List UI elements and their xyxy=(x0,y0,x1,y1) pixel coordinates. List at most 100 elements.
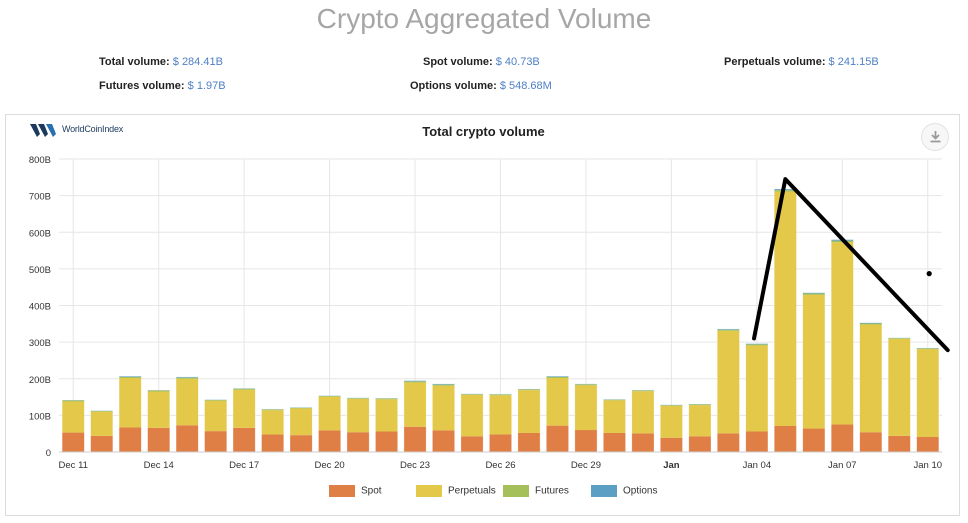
bar-segment-futures xyxy=(346,398,370,399)
y-tick-label: 0 xyxy=(46,448,51,459)
logo-mark-icon xyxy=(30,124,56,137)
bar-segment-perpetuals xyxy=(546,378,569,426)
bar-stack xyxy=(403,380,427,453)
download-icon xyxy=(930,131,941,143)
bar-segment-perpetuals xyxy=(631,391,655,434)
bar-segment-spot xyxy=(916,436,939,452)
bar-segment-spot xyxy=(859,432,882,452)
bar-segment-futures xyxy=(403,381,427,383)
bar-segment-perpetuals xyxy=(204,400,227,432)
bar-segment-spot xyxy=(831,424,854,452)
bar-stack xyxy=(318,395,342,453)
bar-segment-futures xyxy=(717,329,740,331)
bar-segment-perpetuals xyxy=(176,378,199,426)
bar-stack xyxy=(175,376,199,453)
bar-segment-spot xyxy=(631,433,655,452)
bar-stack xyxy=(603,398,626,453)
bar-segment-spot xyxy=(375,431,398,452)
bar-segment-futures xyxy=(119,376,142,379)
bar-segment-options xyxy=(745,343,768,345)
bar-segment-perpetuals xyxy=(290,408,313,436)
bar-segment-spot xyxy=(318,430,341,452)
annotation-dot xyxy=(926,271,932,277)
bar-segment-futures xyxy=(603,399,626,401)
stat-futures-volume: Futures volume: $ 1.97B xyxy=(99,80,226,92)
volume-chart: 0 100B 200B 300B 400B 500B 600B 700B 800B Dec 11 D… xyxy=(29,155,950,471)
y-tick-label: 800B xyxy=(29,155,51,166)
bar-segment-options xyxy=(403,380,427,382)
bar-segment-options xyxy=(432,383,455,385)
bar-segment-spot xyxy=(888,435,911,452)
x-tick-label: Dec 23 xyxy=(400,460,430,471)
bar-segment-perpetuals xyxy=(888,338,911,436)
bar-stack xyxy=(745,343,769,453)
bar-segment-futures xyxy=(916,348,939,350)
bar-segment-futures xyxy=(233,388,256,390)
bar-segment-perpetuals xyxy=(460,394,484,437)
bar-segment-futures xyxy=(517,389,541,391)
bar-segment-perpetuals xyxy=(774,191,797,426)
bar-segment-perpetuals xyxy=(717,330,740,434)
bar-stack xyxy=(631,389,655,453)
bar-segment-spot xyxy=(147,427,170,452)
bar-segment-spot xyxy=(204,431,227,452)
bar-stack xyxy=(773,188,797,453)
legend-item-spot[interactable]: Spot xyxy=(329,485,382,497)
legend-swatch xyxy=(591,485,617,497)
bar-segment-perpetuals xyxy=(517,390,541,433)
bar-segment-spot xyxy=(119,427,142,452)
bar-stack xyxy=(432,383,455,453)
x-tick-label: Dec 14 xyxy=(144,460,174,471)
bar-segment-futures xyxy=(290,407,313,409)
bar-stack xyxy=(489,393,512,453)
page-title: Crypto Aggregated Volume xyxy=(316,3,652,34)
bar-segment-futures xyxy=(62,400,85,402)
bar-stack xyxy=(375,397,398,453)
bar-stack xyxy=(916,347,940,453)
bar-stack xyxy=(61,399,85,453)
bar-segment-spot xyxy=(802,428,825,452)
bar-segment-futures xyxy=(90,410,113,412)
bar-segment-perpetuals xyxy=(233,389,256,428)
bar-stack xyxy=(232,387,256,453)
bar-stack xyxy=(460,393,484,453)
legend-label: Futures xyxy=(535,485,569,497)
bar-segment-futures xyxy=(574,384,598,386)
stat-value: $ 40.73B xyxy=(495,56,540,68)
bar-segment-perpetuals xyxy=(688,405,711,437)
bar-stack xyxy=(802,292,826,453)
export-button[interactable] xyxy=(921,123,949,151)
bar-segment-futures xyxy=(318,395,341,397)
bar-segment-futures xyxy=(859,323,882,325)
bar-stack xyxy=(887,337,911,453)
bar-segment-perpetuals xyxy=(119,378,142,428)
x-tick-label: Jan 10 xyxy=(913,460,942,471)
chart-panel: 0 100B 200B 300B 400B 500B 600B 700B 800B Dec 11 D… xyxy=(5,114,960,516)
stat-label: Perpetuals volume: xyxy=(724,56,826,68)
x-tick-label: Jan xyxy=(663,460,680,471)
legend-item-futures[interactable]: Futures xyxy=(503,485,569,497)
legend-label: Perpetuals xyxy=(448,485,496,497)
annotation-line xyxy=(752,177,950,353)
bar-segment-futures xyxy=(460,394,484,395)
bar-stack xyxy=(859,322,883,453)
bar-segment-futures xyxy=(261,409,284,411)
bar-segment-spot xyxy=(774,425,797,452)
bar-segment-options xyxy=(119,376,142,377)
x-tick-label: Dec 17 xyxy=(229,460,259,471)
bar-segment-spot xyxy=(603,432,626,452)
bar-segment-futures xyxy=(432,384,455,386)
stat-options-volume: Options volume: $ 548.68M xyxy=(410,80,552,92)
bar-segment-futures xyxy=(147,390,170,392)
bar-stack xyxy=(118,375,142,453)
bar-segment-spot xyxy=(660,437,683,452)
bar-segment-perpetuals xyxy=(831,242,854,425)
bar-segment-futures xyxy=(660,405,683,406)
stat-perpetuals-volume: Perpetuals volume: $ 241.15B xyxy=(724,56,879,68)
bar-segment-spot xyxy=(489,434,512,452)
legend-item-options[interactable]: Options xyxy=(591,485,657,497)
legend-item-perpetuals[interactable]: Perpetuals xyxy=(416,485,496,497)
bar-segment-spot xyxy=(460,436,484,452)
bar-segment-perpetuals xyxy=(660,405,683,438)
stat-spot-volume: Spot volume: $ 40.73B xyxy=(423,56,540,68)
